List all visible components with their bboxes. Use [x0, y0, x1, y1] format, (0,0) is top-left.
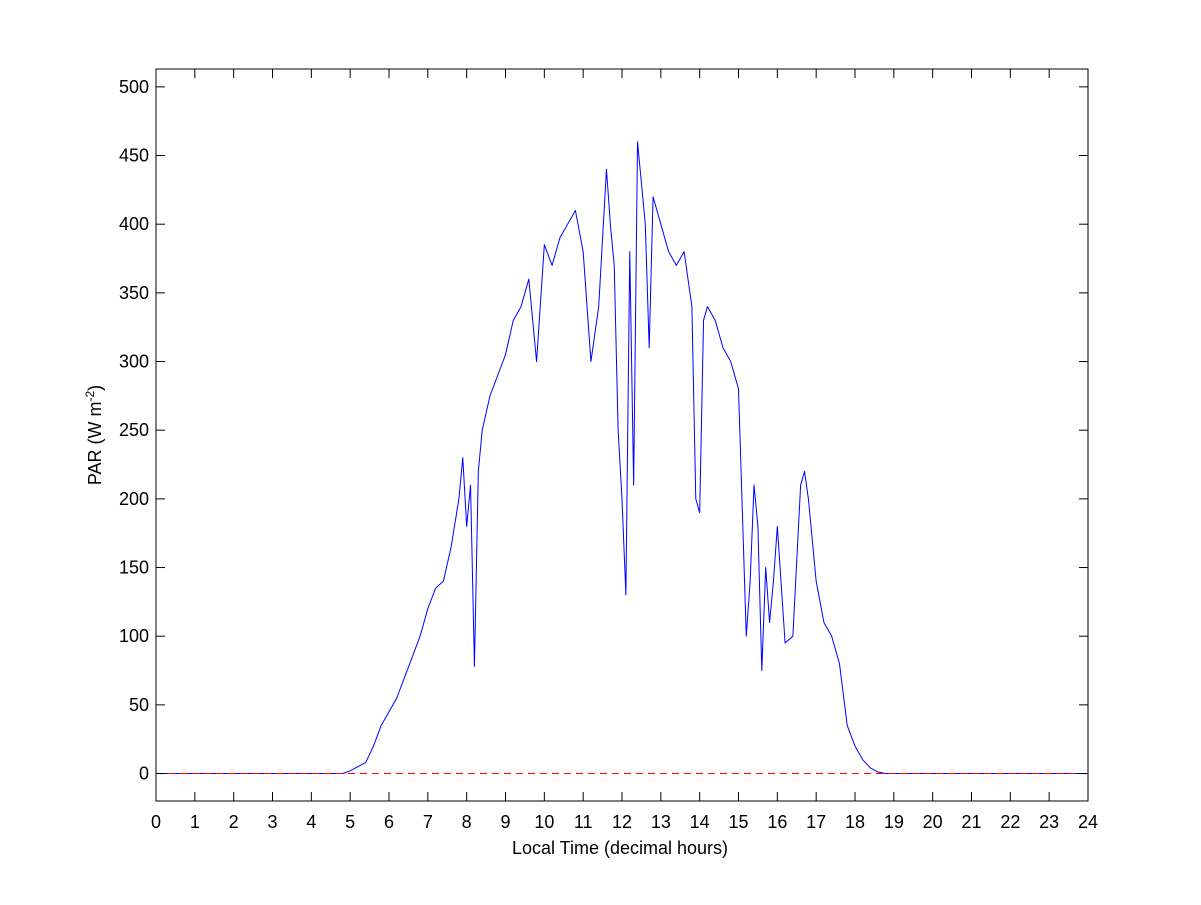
x-tick-label: 3 [267, 812, 277, 832]
x-tick-label: 18 [845, 812, 865, 832]
x-tick-label: 14 [690, 812, 710, 832]
y-tick-label: 0 [139, 764, 149, 784]
x-tick-label: 21 [961, 812, 981, 832]
x-tick-label: 17 [806, 812, 826, 832]
y-tick-label: 450 [119, 146, 149, 166]
y-axis-label-main: PAR (W m [85, 402, 105, 486]
x-tick-label: 2 [229, 812, 239, 832]
x-tick-label: 15 [728, 812, 748, 832]
x-tick-label: 8 [462, 812, 472, 832]
x-tick-label: 20 [923, 812, 943, 832]
y-tick-label: 250 [119, 420, 149, 440]
x-tick-label: 5 [345, 812, 355, 832]
y-tick-label: 400 [119, 214, 149, 234]
y-axis-label-superscript: -2 [83, 391, 97, 402]
x-tick-label: 16 [767, 812, 787, 832]
y-tick-label: 200 [119, 489, 149, 509]
x-tick-label: 0 [151, 812, 161, 832]
x-tick-label: 1 [190, 812, 200, 832]
x-tick-label: 4 [306, 812, 316, 832]
y-axis-label-close: ) [85, 385, 105, 391]
axes-box [155, 68, 1089, 802]
y-tick-label: 50 [129, 695, 149, 715]
x-tick-label: 13 [651, 812, 671, 832]
series-layer [156, 141, 1088, 775]
x-tick-label: 6 [384, 812, 394, 832]
y-tick-label: 100 [119, 626, 149, 646]
x-tick-label: 22 [1000, 812, 1020, 832]
par-series-line [156, 141, 1088, 775]
x-tick-label: 10 [534, 812, 554, 832]
ticks-layer: 0 1 2 3 4 5 6 7 8 9 10 11 12 13 14 15 16 17 18 19 20 21 22 23 24… [119, 69, 1098, 832]
x-axis-label: Local Time (decimal hours) [512, 838, 728, 858]
x-tick-label: 19 [884, 812, 904, 832]
y-tick-label: 150 [119, 558, 149, 578]
x-tick-label: 9 [500, 812, 510, 832]
y-tick-label: 300 [119, 352, 149, 372]
y-tick-label: 500 [119, 77, 149, 97]
plot-area [156, 69, 1088, 801]
x-tick-label: 11 [574, 812, 593, 832]
x-tick-label: 23 [1039, 812, 1059, 832]
x-tick-label: 24 [1078, 812, 1098, 832]
x-tick-label: 7 [423, 812, 433, 832]
y-tick-label: 350 [119, 283, 149, 303]
y-axis-label: PAR (W m-2) [83, 385, 105, 485]
x-tick-label: 12 [612, 812, 632, 832]
